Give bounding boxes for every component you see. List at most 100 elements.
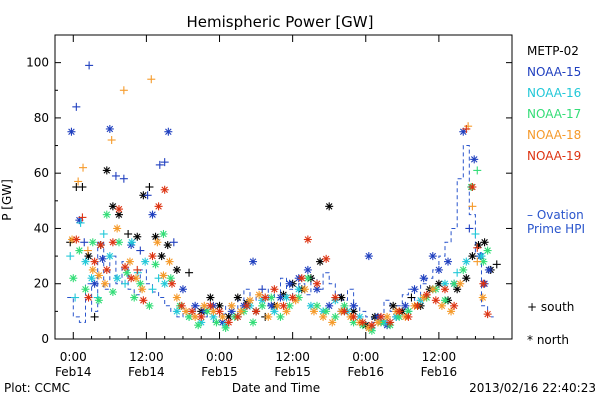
marker-key-north: * north: [527, 333, 569, 347]
north-marker: [172, 265, 181, 274]
north-marker: [322, 254, 331, 263]
north-marker: [160, 279, 169, 288]
north-marker: [160, 185, 169, 194]
south-marker: [468, 202, 477, 211]
north-marker: [154, 202, 163, 211]
north-marker: [84, 252, 93, 261]
south-marker: [258, 285, 267, 294]
north-marker: [279, 301, 288, 310]
north-marker: [130, 293, 139, 302]
ovation-legend: – Ovation Prime HPI: [527, 208, 585, 236]
north-marker: [81, 257, 90, 266]
south-marker: [119, 174, 128, 183]
north-marker: [428, 285, 437, 294]
data-points: [66, 61, 501, 335]
legend-item: METP-02: [527, 44, 579, 58]
north-marker: [178, 285, 187, 294]
north-marker: [483, 310, 492, 319]
north-marker: [163, 241, 172, 250]
north-marker: [477, 252, 486, 261]
south-marker: [473, 243, 482, 252]
north-marker: [221, 323, 230, 332]
legend-item: NOAA-18: [527, 128, 581, 142]
south-marker: [492, 260, 501, 269]
x-tick-time-label: 0:00: [352, 350, 379, 364]
south-marker: [465, 224, 474, 233]
south-marker: [124, 229, 133, 238]
north-marker: [450, 301, 459, 310]
north-marker: [440, 296, 449, 305]
north-marker: [270, 285, 279, 294]
north-marker: [105, 252, 114, 261]
north-marker: [167, 279, 176, 288]
x-tick-time-label: 12:00: [422, 350, 457, 364]
north-marker: [105, 124, 114, 133]
north-marker: [270, 307, 279, 316]
south-marker: [83, 246, 92, 255]
north-marker: [419, 274, 428, 283]
north-marker: [88, 265, 97, 274]
north-marker: [102, 265, 111, 274]
north-marker: [121, 263, 130, 272]
south-marker: [133, 265, 142, 274]
north-marker: [188, 307, 197, 316]
north-marker: [303, 235, 312, 244]
south-marker: [74, 177, 83, 186]
south-marker: [155, 160, 164, 169]
y-tick-label: 100: [26, 56, 49, 70]
north-marker: [151, 260, 160, 269]
north-marker: [478, 293, 487, 302]
north-marker: [470, 155, 479, 164]
north-marker: [282, 293, 291, 302]
north-marker: [108, 288, 117, 297]
north-marker: [177, 301, 186, 310]
x-tick-time-label: 12:00: [275, 350, 310, 364]
north-marker: [313, 301, 322, 310]
north-marker: [96, 241, 105, 250]
north-marker: [389, 301, 398, 310]
north-marker: [285, 279, 294, 288]
north-marker: [300, 285, 309, 294]
y-tick-label: 60: [34, 166, 49, 180]
north-marker: [340, 301, 349, 310]
north-marker: [480, 238, 489, 247]
legend-item: NOAA-15: [527, 65, 581, 79]
north-marker: [233, 312, 242, 321]
north-marker: [114, 210, 123, 219]
south-marker: [121, 279, 130, 288]
north-marker: [322, 307, 331, 316]
north-marker: [102, 210, 111, 219]
south-marker: [79, 163, 88, 172]
north-marker: [88, 238, 97, 247]
north-marker: [316, 257, 325, 266]
x-tick-date-label: Feb15: [274, 365, 311, 379]
south-marker: [111, 171, 120, 180]
north-marker: [94, 271, 103, 280]
south-marker: [107, 136, 116, 145]
south-marker: [80, 238, 89, 247]
south-marker: [66, 252, 75, 261]
north-marker: [395, 307, 404, 316]
south-marker: [143, 191, 152, 200]
north-marker: [303, 265, 312, 274]
north-marker: [413, 301, 422, 310]
north-marker: [303, 274, 312, 283]
north-marker: [367, 321, 376, 330]
north-marker: [258, 301, 267, 310]
north-marker: [90, 279, 99, 288]
north-marker: [153, 238, 162, 247]
north-marker: [453, 285, 462, 294]
north-marker: [468, 252, 477, 261]
north-marker: [383, 312, 392, 321]
north-marker: [428, 252, 437, 261]
north-marker: [459, 265, 468, 274]
y-tick-label: 80: [34, 111, 49, 125]
north-marker: [148, 210, 157, 219]
north-marker: [404, 312, 413, 321]
north-marker: [273, 301, 282, 310]
north-marker: [100, 279, 109, 288]
north-marker: [447, 307, 456, 316]
north-marker: [373, 318, 382, 327]
north-marker: [410, 285, 419, 294]
north-marker: [264, 312, 273, 321]
